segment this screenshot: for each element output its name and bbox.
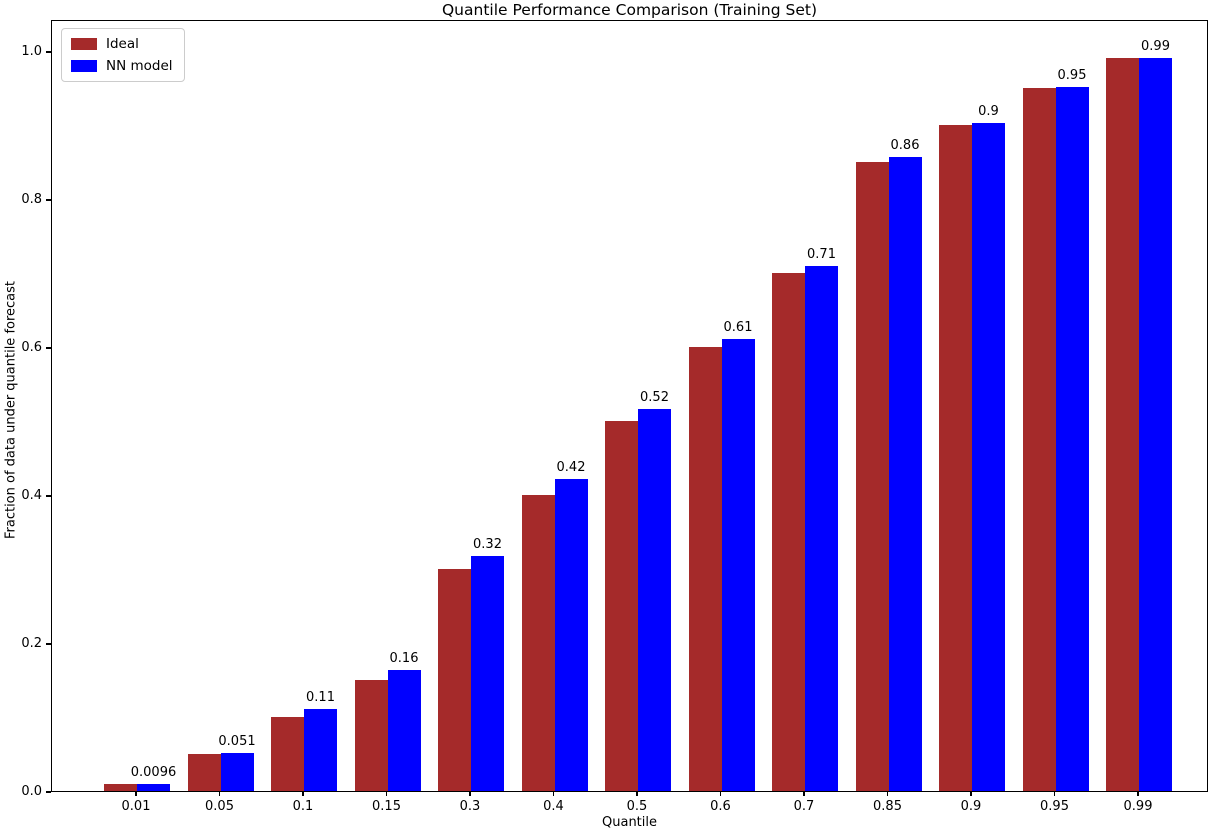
legend-item-nn-model: NN model bbox=[71, 58, 173, 74]
bar-nn-model-0.3 bbox=[471, 555, 504, 791]
bar-nn-model-0.05 bbox=[220, 753, 254, 791]
x-tick-label-0.1: 0.1 bbox=[292, 799, 314, 814]
y-tick-mark-0.2 bbox=[46, 643, 51, 645]
x-tick-mark-0.15 bbox=[385, 791, 388, 796]
bar-ideal-0.7 bbox=[772, 273, 805, 791]
x-tick-label-0.9: 0.9 bbox=[960, 799, 982, 814]
y-tick-label-0.8: 0.8 bbox=[21, 191, 42, 207]
x-tick-label-0.15: 0.15 bbox=[372, 799, 401, 814]
x-tick-label-0.99: 0.99 bbox=[1123, 799, 1153, 814]
bar-value-label-0.7: 0.71 bbox=[807, 246, 836, 262]
bar-ideal-0.1 bbox=[271, 717, 304, 791]
x-tick-mark-0.6 bbox=[719, 791, 722, 796]
x-tick-mark-0.5 bbox=[636, 791, 638, 796]
y-axis-label: Fraction of data under quantile forecast bbox=[3, 280, 19, 540]
legend-swatch-ideal bbox=[71, 38, 97, 50]
x-tick-label-0.4: 0.4 bbox=[543, 799, 564, 814]
bar-nn-model-0.4 bbox=[554, 478, 588, 791]
bar-ideal-0.01 bbox=[104, 783, 137, 791]
bar-value-label-0.4: 0.42 bbox=[556, 459, 586, 475]
x-tick-mark-0.4 bbox=[552, 791, 555, 796]
bar-ideal-0.5 bbox=[605, 421, 638, 791]
bar-ideal-0.95 bbox=[1022, 88, 1056, 791]
bar-ideal-0.6 bbox=[688, 347, 722, 791]
y-tick-label-0.0: 0.0 bbox=[21, 783, 42, 799]
x-tick-mark-0.1 bbox=[302, 791, 304, 796]
legend-item-ideal: Ideal bbox=[71, 36, 173, 52]
x-tick-mark-0.9 bbox=[970, 791, 972, 796]
bar-value-label-0.6: 0.61 bbox=[723, 319, 753, 335]
bar-nn-model-0.15 bbox=[387, 670, 421, 791]
bar-value-label-0.5: 0.52 bbox=[640, 390, 669, 406]
bar-value-label-0.85: 0.86 bbox=[890, 137, 920, 153]
bar-ideal-0.99 bbox=[1106, 58, 1139, 791]
x-axis-label: Quantile bbox=[602, 815, 657, 830]
x-tick-label-0.05: 0.05 bbox=[205, 799, 234, 814]
bar-ideal-0.9 bbox=[939, 125, 972, 791]
bar-value-label-0.15: 0.16 bbox=[389, 651, 419, 667]
bar-value-label-0.9: 0.9 bbox=[978, 103, 999, 119]
y-tick-mark-0.8 bbox=[46, 199, 51, 201]
x-tick-mark-0.3 bbox=[469, 791, 471, 796]
bar-nn-model-0.95 bbox=[1055, 87, 1089, 791]
bar-nn-model-0.9 bbox=[972, 122, 1005, 791]
x-tick-mark-0.99 bbox=[1137, 791, 1139, 796]
bar-value-label-0.01: 0.0096 bbox=[130, 764, 177, 780]
bar-nn-model-0.7 bbox=[805, 265, 838, 791]
bar-ideal-0.85 bbox=[855, 162, 889, 791]
x-tick-mark-0.85 bbox=[886, 791, 889, 796]
x-tick-label-0.5: 0.5 bbox=[626, 799, 648, 814]
x-tick-mark-0.95 bbox=[1053, 791, 1056, 796]
plot-area: Ideal NN model 0.0096 0.051 0.11 0.16 0.32 0.… bbox=[51, 20, 1208, 792]
bar-value-label-0.3: 0.32 bbox=[473, 536, 502, 552]
x-tick-label-0.85: 0.85 bbox=[873, 799, 902, 814]
x-tick-label-0.3: 0.3 bbox=[459, 799, 481, 814]
x-tick-label-0.7: 0.7 bbox=[793, 799, 815, 814]
bar-ideal-0.4 bbox=[521, 495, 555, 791]
y-tick-mark-0.0 bbox=[46, 791, 51, 793]
legend: Ideal NN model bbox=[61, 28, 185, 82]
bar-value-label-0.1: 0.11 bbox=[306, 689, 335, 705]
y-tick-label-0.2: 0.2 bbox=[21, 635, 42, 651]
bar-nn-model-0.85 bbox=[888, 156, 922, 791]
y-tick-label-1.0: 1.0 bbox=[21, 43, 42, 59]
x-tick-label-0.6: 0.6 bbox=[710, 799, 731, 814]
bar-nn-model-0.99 bbox=[1139, 58, 1172, 791]
x-tick-label-0.95: 0.95 bbox=[1040, 799, 1069, 814]
x-tick-mark-0.01 bbox=[135, 791, 137, 796]
y-tick-mark-0.6 bbox=[46, 347, 51, 349]
chart-title: Quantile Performance Comparison (Trainin… bbox=[441, 1, 817, 19]
bar-ideal-0.3 bbox=[438, 569, 471, 791]
bar-nn-model-0.6 bbox=[721, 338, 755, 791]
x-tick-mark-0.7 bbox=[803, 791, 805, 796]
legend-label-nn-model: NN model bbox=[106, 58, 173, 74]
y-tick-label-0.6: 0.6 bbox=[21, 339, 42, 355]
x-tick-mark-0.05 bbox=[218, 791, 221, 796]
bar-value-label-0.95: 0.95 bbox=[1057, 68, 1087, 84]
legend-label-ideal: Ideal bbox=[106, 36, 139, 52]
bar-ideal-0.05 bbox=[187, 754, 221, 791]
bar-value-label-0.99: 0.99 bbox=[1141, 39, 1170, 55]
bar-ideal-0.15 bbox=[354, 680, 388, 791]
bar-value-label-0.05: 0.051 bbox=[218, 734, 256, 750]
y-tick-mark-1.0 bbox=[46, 51, 51, 53]
bar-nn-model-0.5 bbox=[638, 409, 671, 791]
legend-swatch-nn-model bbox=[71, 60, 97, 72]
bar-nn-model-0.01 bbox=[137, 783, 170, 791]
bar-nn-model-0.1 bbox=[304, 708, 337, 791]
y-tick-mark-0.4 bbox=[46, 495, 51, 497]
x-tick-label-0.01: 0.01 bbox=[121, 799, 151, 814]
y-tick-label-0.4: 0.4 bbox=[21, 487, 42, 503]
